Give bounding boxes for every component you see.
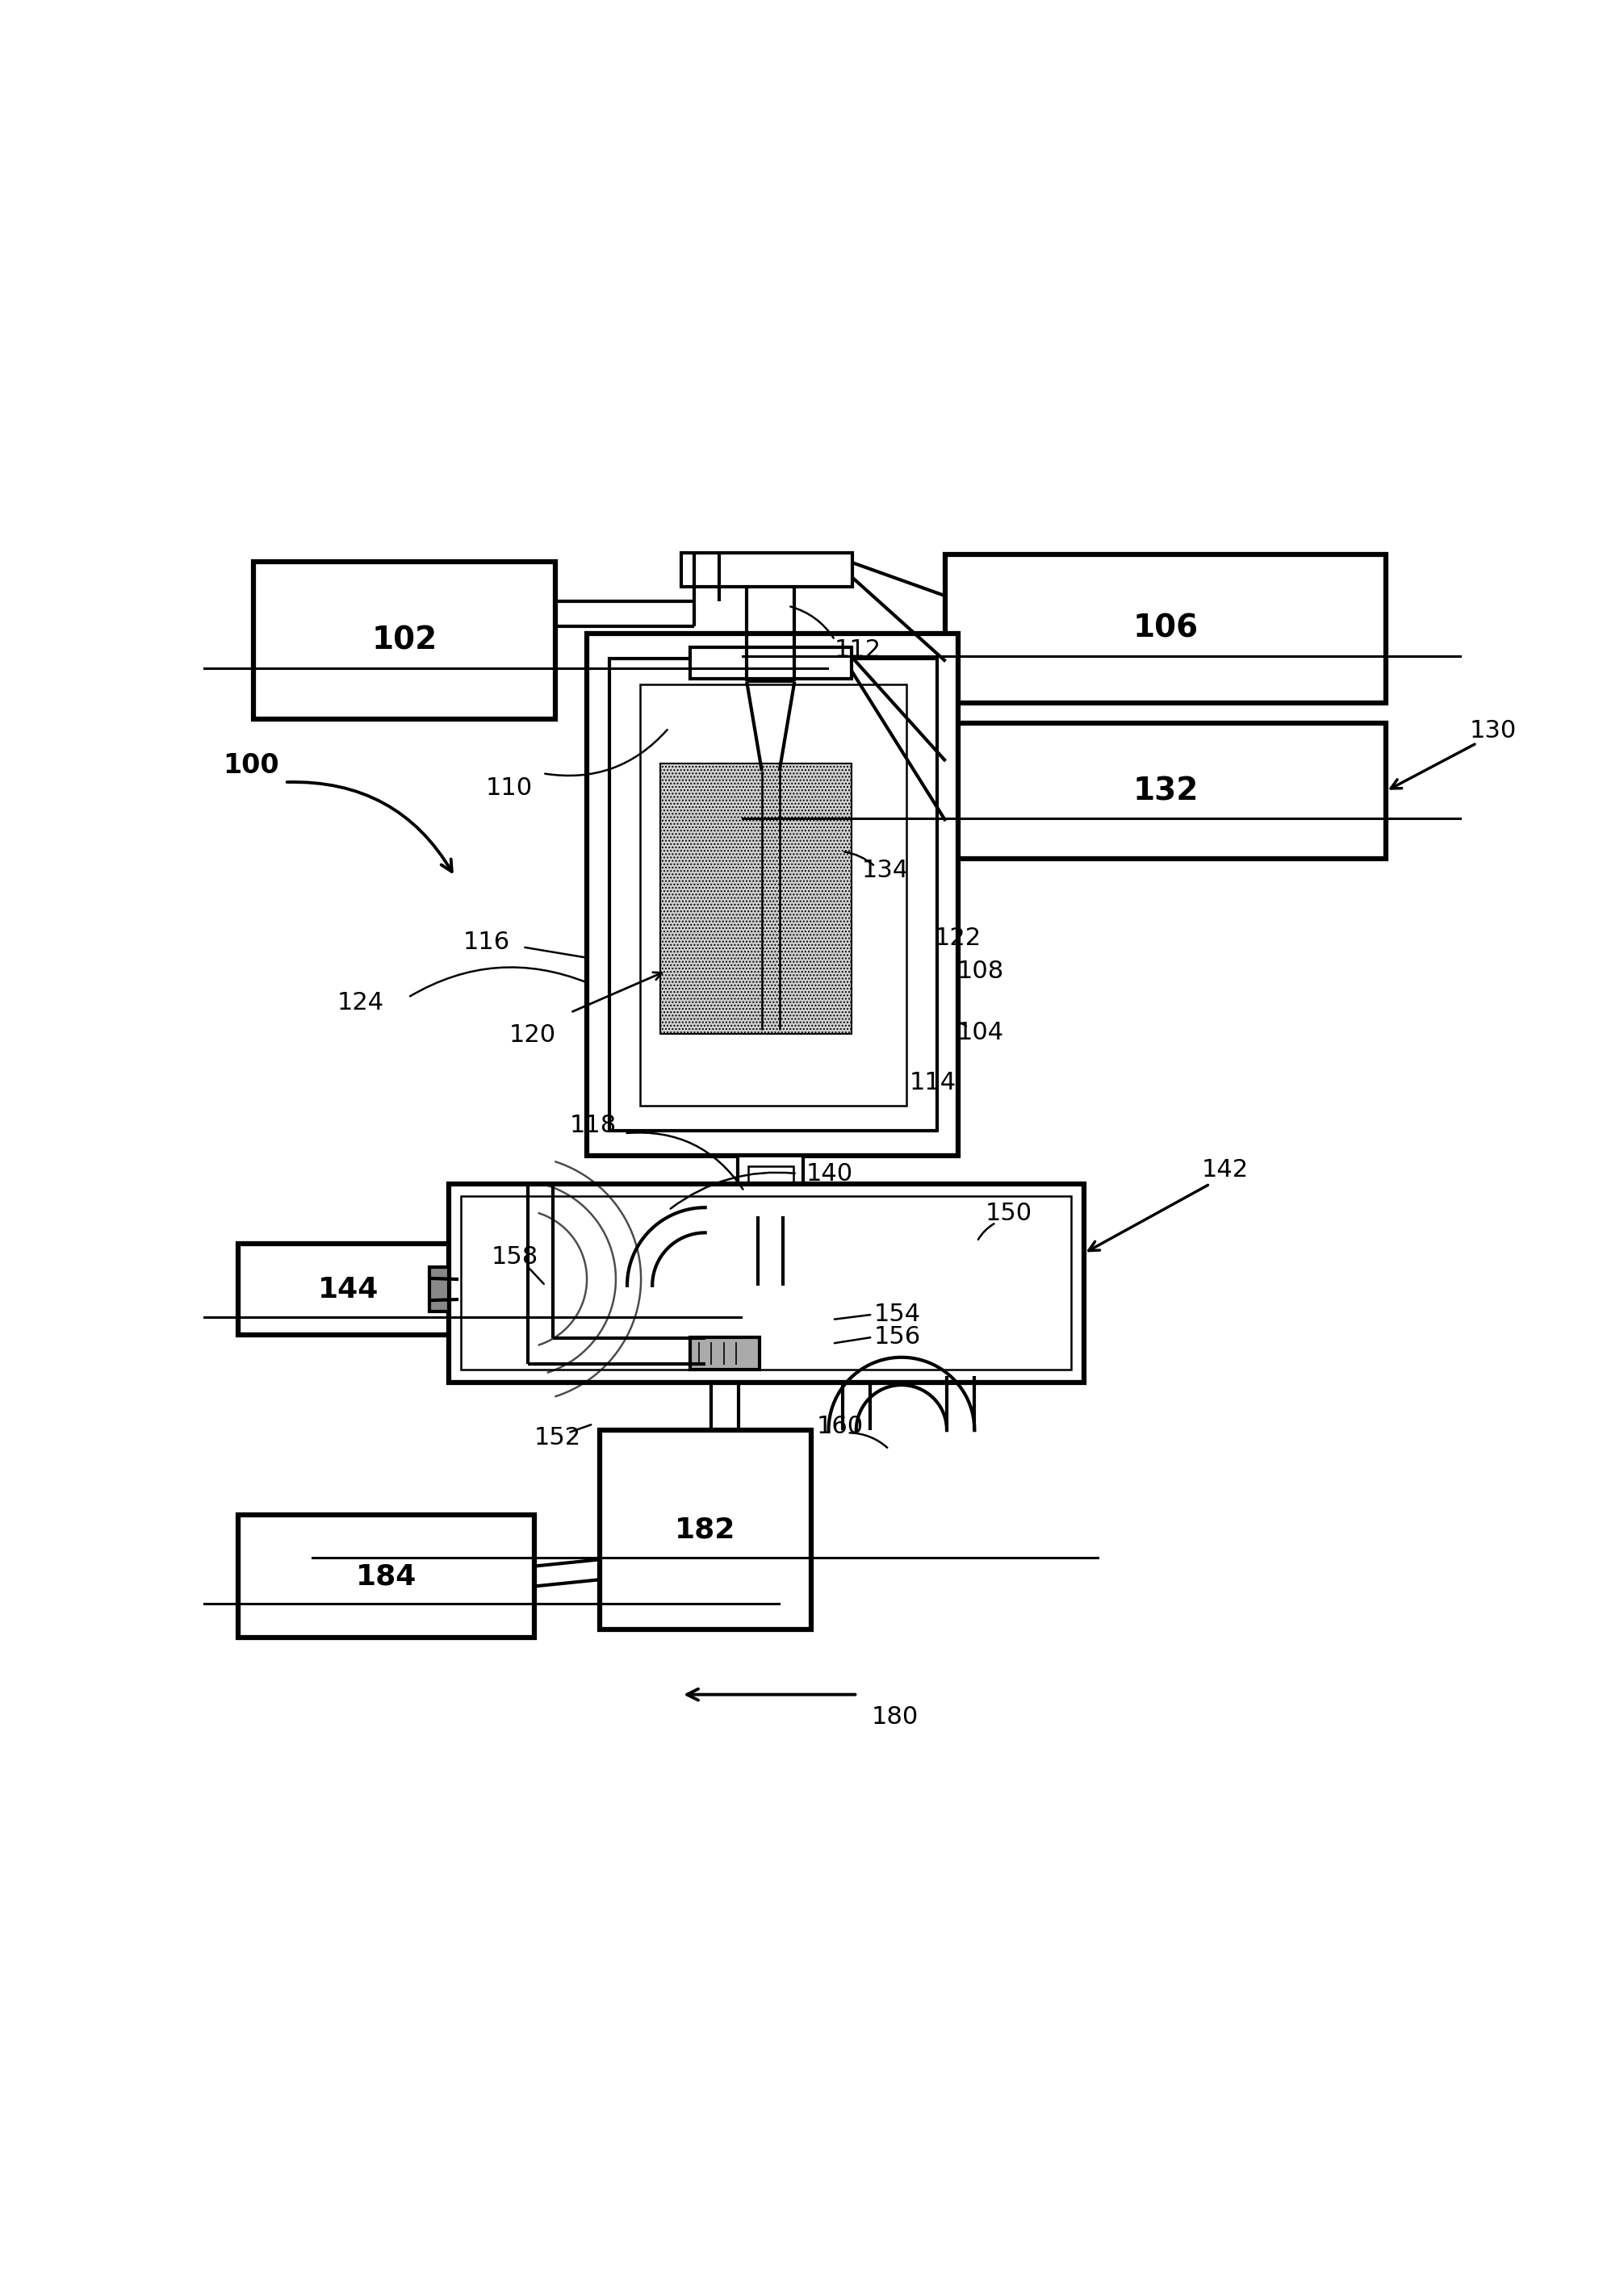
Text: 150: 150 <box>986 1201 1031 1227</box>
Text: 118: 118 <box>570 1115 617 1137</box>
Text: 116: 116 <box>463 930 510 955</box>
Text: 108: 108 <box>957 959 1004 982</box>
Bar <box>680 553 853 587</box>
Text: 120: 120 <box>510 1023 555 1046</box>
Text: 140: 140 <box>807 1163 853 1185</box>
Bar <box>448 1183 1083 1382</box>
Text: 160: 160 <box>817 1414 864 1439</box>
Text: 106: 106 <box>1134 614 1199 644</box>
Bar <box>737 1156 804 1217</box>
Text: 144: 144 <box>318 1274 378 1304</box>
Text: 114: 114 <box>909 1071 957 1094</box>
Text: 158: 158 <box>492 1245 539 1268</box>
Bar <box>945 724 1387 859</box>
Text: 154: 154 <box>874 1302 921 1327</box>
Text: 110: 110 <box>486 777 533 799</box>
Bar <box>609 658 937 1131</box>
Text: 112: 112 <box>835 637 880 662</box>
Bar <box>599 1430 810 1628</box>
Bar <box>239 1514 534 1638</box>
Text: 124: 124 <box>336 991 383 1014</box>
Bar <box>749 1167 793 1206</box>
Bar <box>690 1336 758 1370</box>
Bar <box>253 562 555 719</box>
Text: 142: 142 <box>1202 1158 1249 1181</box>
Bar <box>690 649 851 678</box>
Text: 130: 130 <box>1470 719 1517 742</box>
Bar <box>586 633 958 1156</box>
Text: 184: 184 <box>356 1562 416 1590</box>
Bar <box>461 1197 1072 1370</box>
Text: 132: 132 <box>1134 777 1199 806</box>
Bar <box>659 763 851 1035</box>
Text: 182: 182 <box>674 1517 736 1544</box>
Text: 152: 152 <box>534 1425 581 1450</box>
Text: 156: 156 <box>874 1325 921 1350</box>
Text: 134: 134 <box>862 859 909 882</box>
Bar <box>640 683 906 1105</box>
Bar <box>429 1268 448 1311</box>
Bar <box>945 555 1387 703</box>
Text: 102: 102 <box>372 626 437 656</box>
Text: 104: 104 <box>958 1021 1004 1044</box>
Text: 100: 100 <box>222 751 279 779</box>
Text: 180: 180 <box>872 1706 919 1729</box>
Bar <box>239 1245 458 1334</box>
Text: 122: 122 <box>935 927 981 950</box>
